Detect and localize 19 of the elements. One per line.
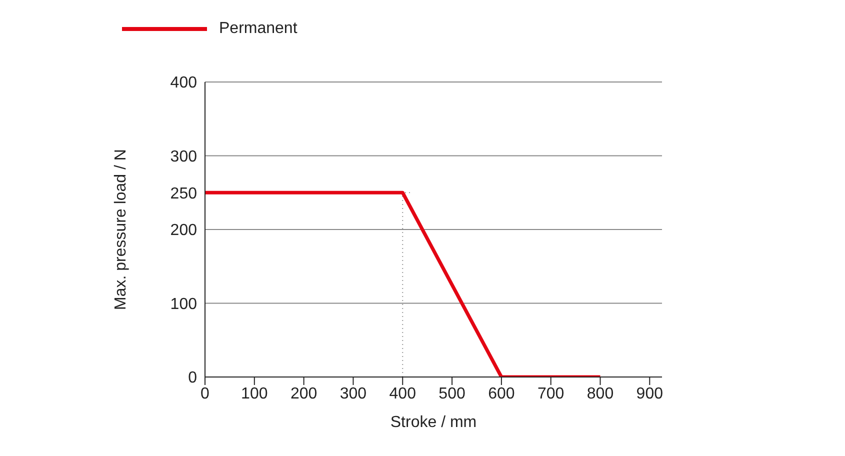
y-tick-label: 0: [188, 370, 198, 387]
text: Permanent: [219, 20, 298, 38]
x-tick-label: 400: [389, 385, 416, 402]
y-tick-label: 100: [170, 296, 198, 313]
x-tick-label: 0: [200, 385, 210, 402]
x-tick-label: 700: [537, 385, 564, 402]
y-axis-title: Max. pressure load / N: [112, 149, 130, 310]
y-tick-label: 400: [170, 74, 198, 92]
x-tick-label: 800: [586, 385, 614, 402]
y-tick-label: 200: [170, 222, 198, 240]
x-tick-label: 900: [636, 385, 664, 402]
x-tick-label: 300: [340, 385, 367, 402]
x-tick-label: 200: [290, 385, 318, 402]
x-tick-label: 100: [241, 385, 268, 402]
x-tick-label: 500: [438, 385, 466, 402]
y-tick-label: 300: [170, 148, 198, 166]
x-axis-title: Stroke / mm: [390, 414, 477, 431]
x-tick-label: 600: [488, 385, 515, 402]
y-tick-label: 250: [170, 185, 198, 202]
